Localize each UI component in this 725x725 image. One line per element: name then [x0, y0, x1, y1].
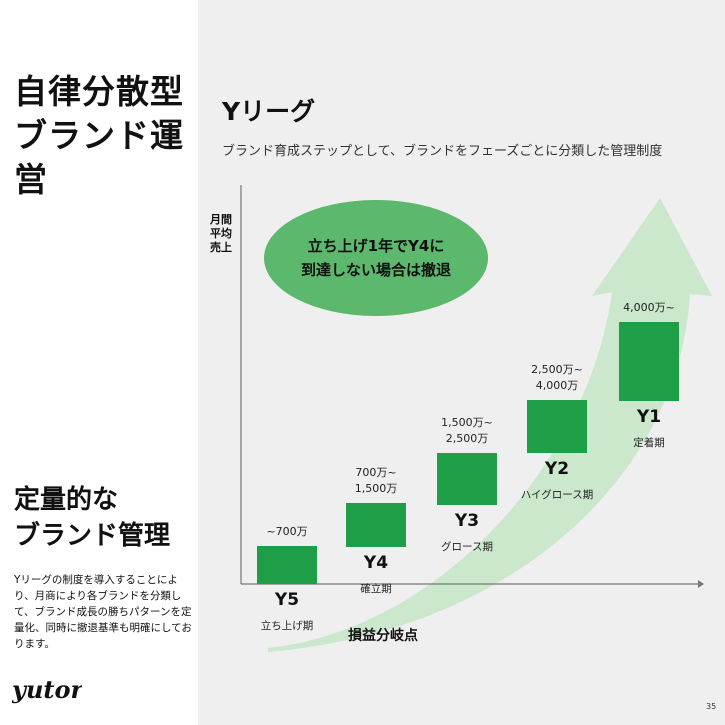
league-code-label: Y3 — [454, 511, 480, 531]
bar-y4 — [346, 503, 406, 547]
bar-y5 — [257, 546, 317, 584]
bar-y2 — [527, 400, 587, 453]
growth-arrow — [268, 198, 712, 652]
title-quantitative-brand-management: 定量的な ブランド管理 — [14, 485, 171, 551]
league-code-label: Y1 — [636, 407, 662, 427]
phase-label: 確立期 — [360, 583, 392, 595]
x-axis-arrowhead — [698, 580, 704, 588]
withdrawal-callout-text: 立ち上げ1年でY4に 到達しない場合は撤退 — [300, 237, 451, 279]
page-number: 35 — [706, 702, 717, 711]
slide-title: Yリーグ — [222, 97, 316, 126]
breakeven-label: 損益分岐点 — [348, 628, 418, 644]
bar-range-label: 700万~ 1,500万 — [354, 466, 398, 495]
slide-subtitle: ブランド育成ステップとして、ブランドをフェーズごとに分類した管理制度 — [222, 144, 663, 159]
league-code-label: Y4 — [363, 553, 389, 573]
phase-label: 立ち上げ期 — [260, 620, 314, 632]
bar-y3 — [437, 453, 497, 505]
league-code-label: Y2 — [544, 459, 570, 479]
y-axis-label: 月間 平均 売上 — [210, 213, 232, 254]
bar-range-label: 2,500万~ 4,000万 — [531, 363, 583, 392]
title-autonomous-brand-management: 自律分散型 ブランド運営 — [14, 72, 184, 199]
left-panel: 自律分散型 ブランド運営 定量的な ブランド管理 Yリーグの制度を導入することに… — [0, 0, 198, 725]
phase-label: 定着期 — [633, 437, 665, 449]
svg-text:yutori: yutori — [12, 675, 82, 704]
bar-range-label: 4,000万~ — [623, 301, 675, 314]
phase-label: ハイグロース期 — [520, 489, 594, 501]
bar-y1 — [619, 322, 679, 401]
phase-label: グロース期 — [441, 541, 493, 553]
bar-range-label: 1,500万~ 2,500万 — [441, 416, 493, 445]
bar-range-label: ~700万 — [266, 525, 308, 538]
league-code-label: Y5 — [274, 590, 300, 610]
description-text: Yリーグの制度を導入することにより、月商により各ブランドを分類して、ブランド成長… — [14, 574, 192, 650]
yutori-logo: yutori — [12, 675, 82, 704]
withdrawal-callout: 立ち上げ1年でY4に 到達しない場合は撤退 — [264, 200, 488, 316]
